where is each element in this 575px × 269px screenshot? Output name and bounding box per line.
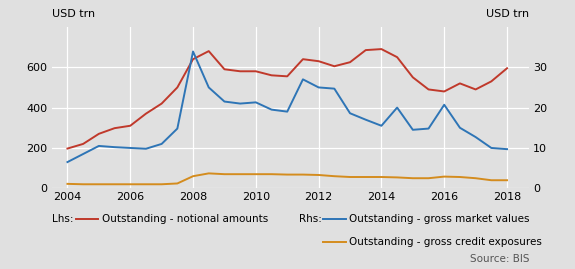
Text: Outstanding - gross credit exposures: Outstanding - gross credit exposures [349,237,542,247]
Text: Lhs:: Lhs: [52,214,73,224]
Text: Outstanding - notional amounts: Outstanding - notional amounts [102,214,268,224]
Text: Rhs:: Rhs: [299,214,322,224]
Text: USD trn: USD trn [486,9,529,19]
Text: Source: BIS: Source: BIS [470,254,529,264]
Text: USD trn: USD trn [52,9,95,19]
Text: Outstanding - gross market values: Outstanding - gross market values [349,214,530,224]
